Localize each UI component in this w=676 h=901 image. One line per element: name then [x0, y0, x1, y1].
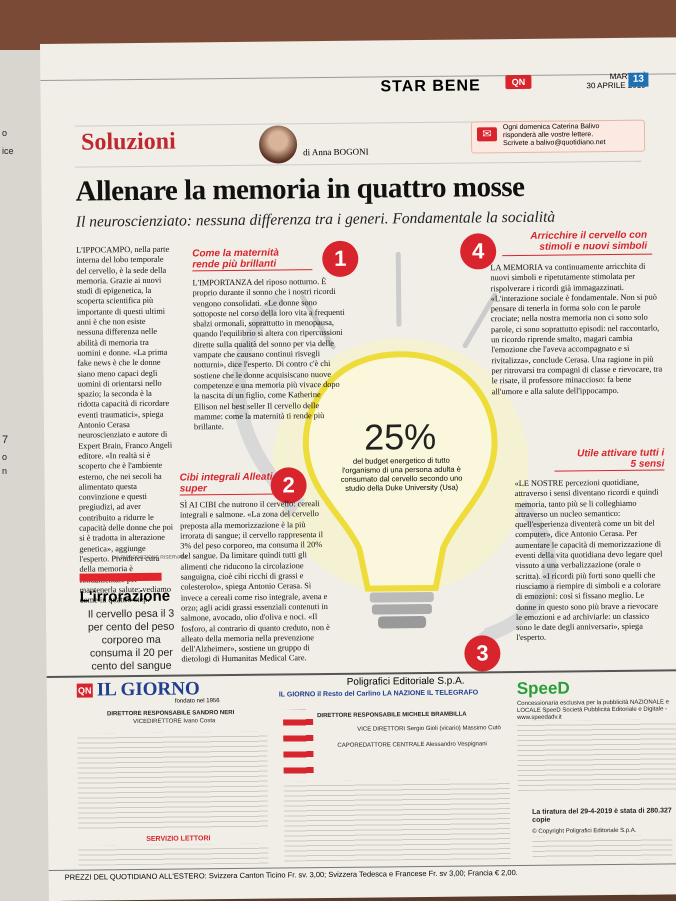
- publisher-name: Poligrafici Editoriale S.p.A.: [346, 675, 465, 688]
- arrow-left: [231, 292, 294, 503]
- left-page-fragment: 7: [2, 434, 9, 446]
- colophon-service-fineprint: [78, 843, 269, 866]
- arrow-right: [483, 500, 557, 642]
- tip-1-text: L'IMPORTANZA del riposo notturno. È prop…: [192, 277, 345, 432]
- infographic-percent: 25%: [363, 415, 437, 458]
- byline: di Anna BOGONI: [303, 146, 369, 158]
- column-name: Soluzioni: [80, 128, 176, 156]
- tip-4-text: LA MEMORIA va continuamente arricchita d…: [490, 261, 663, 396]
- mail-icon: ✉: [476, 127, 498, 142]
- bulb-illustration: [231, 251, 557, 650]
- foreign-prices-text: PREZZI DEL QUOTIDIANO ALL'ESTERO: Svizze…: [64, 868, 518, 882]
- tip-2-text: SÌ AI CIBI che nutrono il cervello: cere…: [179, 499, 330, 665]
- mailbox-text: Ogni domenica Caterina Balivo risponderà…: [502, 123, 606, 148]
- sidebar-title: L'irrorazione: [79, 587, 171, 606]
- author-photo: [258, 125, 298, 164]
- left-page-fragment: ice: [2, 146, 14, 156]
- headline: Allenare la memoria in quattro mosse: [75, 170, 525, 208]
- tip-1-title: Come la maternità rende più brillanti: [192, 247, 279, 271]
- qn-logo: QN: [505, 74, 532, 90]
- tip-3-title: Utile attivare tutti i 5 sensi: [577, 447, 665, 470]
- colophon-director: DIRETTORE RESPONSABILE SANDRO NERI: [106, 710, 235, 718]
- tip-2-badge: 2: [270, 467, 307, 504]
- publisher-logos: [282, 709, 314, 780]
- copyright-fineprint: [532, 835, 673, 861]
- bulb-base-ring: [371, 603, 432, 615]
- speed-fineprint: [517, 719, 676, 792]
- masthead-rule: [40, 73, 676, 81]
- print-run: La tiratura del 29-4-2019 è stata di 280…: [532, 807, 672, 824]
- colophon-fineprint: [77, 731, 269, 830]
- sidebar-bar: [79, 572, 162, 582]
- colophon-qn-logo: QN: [76, 683, 93, 698]
- colophon-vice: VICEDIRETTORE Ivano Costa: [133, 718, 216, 726]
- speed-logo: SpeeD: [516, 678, 570, 699]
- newspaper-page: STAR BENE QN MARTEDÌ 30 APRILE 2019 13 S…: [40, 37, 676, 901]
- tip-4-title: Arricchire il cervello con stimoli e nuo…: [530, 229, 648, 253]
- copyright: © Copyright Poligrafici Editoriale S.p.A…: [532, 827, 637, 835]
- publisher-fineprint: [283, 779, 511, 862]
- section-title: STAR BENE: [380, 77, 481, 96]
- bulb-rays: [300, 251, 498, 350]
- sidebar-text: Il cervello pesa il 3 per cento del peso…: [87, 607, 175, 673]
- page-number: 13: [628, 72, 649, 87]
- copyright-note: © RIPRODUZIONE RISERVATA: [115, 554, 188, 562]
- left-page-fragment: o: [2, 452, 8, 462]
- left-page-fragment: o: [2, 128, 8, 138]
- tip-2-title: Cibi integrali Alleati super: [179, 471, 273, 495]
- bulb-outline: [302, 351, 498, 592]
- lead-paragraph: L'IPPOCAMPO, nella parte interna del lob…: [76, 244, 174, 605]
- tip-1-badge: 1: [322, 240, 359, 278]
- bulb-base-ring: [369, 591, 434, 603]
- subhead: Il neuroscienziato: nessuna differenza t…: [75, 208, 556, 231]
- tip-3-badge: 3: [464, 635, 501, 672]
- colophon-founded: fondato nel 1956: [174, 698, 220, 705]
- left-page-fragment: n: [2, 466, 8, 476]
- infographic-text: del budget energetico di tutto l'organis…: [340, 455, 463, 493]
- tip-3-text: «LE NOSTRE percezioni quotidiane, attrav…: [514, 477, 663, 643]
- bulb-base-tip: [378, 616, 427, 629]
